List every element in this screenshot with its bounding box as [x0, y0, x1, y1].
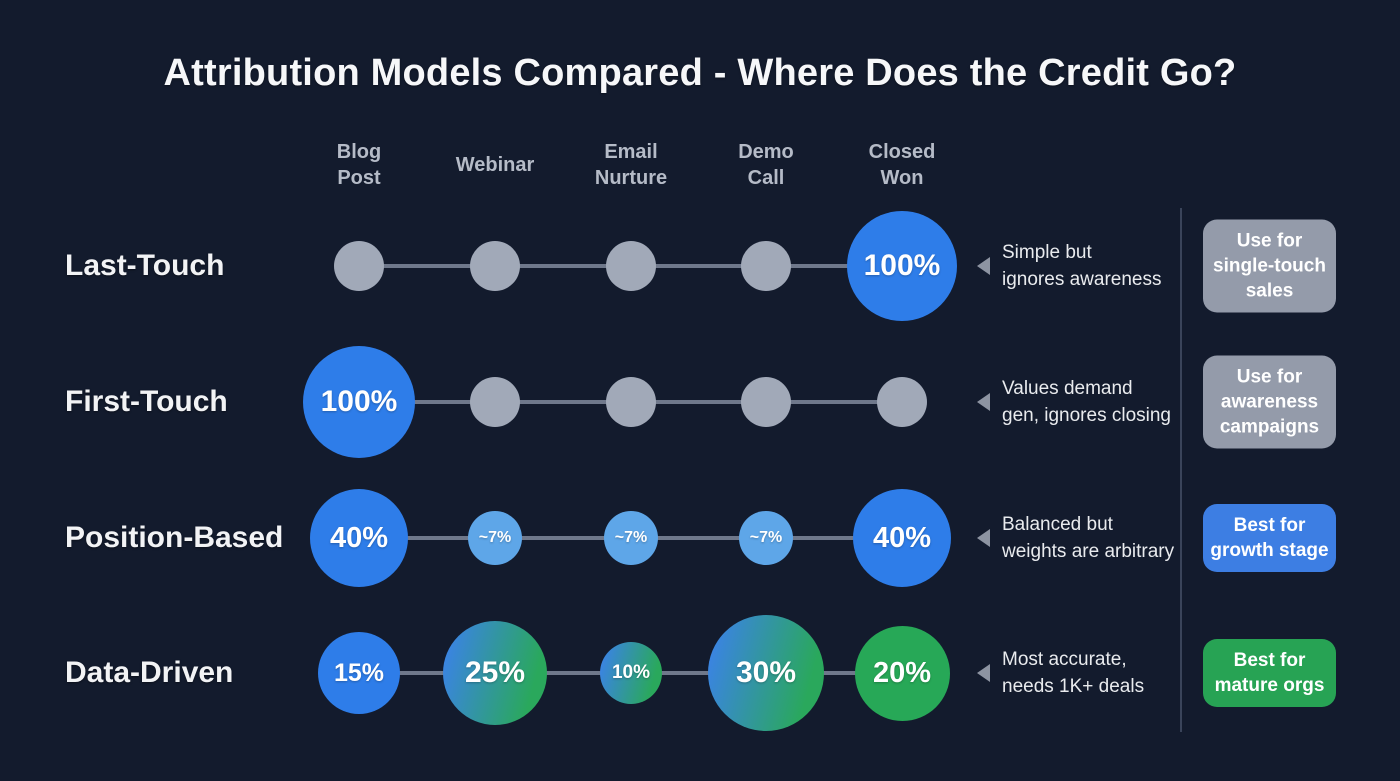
touchpoint-circle-last-touch-demo-call — [741, 241, 791, 291]
row-note-last-touch: Simple but ignores awareness — [1002, 239, 1161, 293]
touchpoint-circle-last-touch-email-nurture — [606, 241, 656, 291]
touchpoint-circle-last-touch-webinar — [470, 241, 520, 291]
recommendation-badge-line: growth stage — [1210, 540, 1329, 561]
column-header-line: Call — [747, 167, 785, 189]
column-header-line: Closed — [868, 141, 936, 163]
recommendation-badge-last-touch: Use for single-touch sales — [1203, 219, 1336, 313]
row-label-data-driven: Data-Driven — [65, 656, 234, 689]
row-label-last-touch: Last-Touch — [65, 249, 225, 282]
touchpoint-circle-position-based-blog-post: 40% — [310, 489, 408, 587]
touchpoint-circle-position-based-demo-call: ~7% — [739, 511, 793, 565]
recommendation-badge-line: campaigns — [1219, 416, 1320, 438]
recommendation-badge-line: Use for — [1236, 230, 1303, 252]
row-note-line: gen, ignores closing — [1002, 405, 1171, 426]
recommendation-badge-line: sales — [1245, 280, 1294, 302]
touchpoint-circle-data-driven-demo-call: 30% — [708, 615, 824, 731]
column-header-line: Email — [604, 141, 658, 163]
recommendation-badge-data-driven: Best for mature orgs — [1203, 639, 1336, 707]
column-header-line: Demo — [738, 141, 794, 163]
row-note-line: Most accurate, — [1002, 649, 1127, 670]
row-note-first-touch: Values demand gen, ignores closing — [1002, 375, 1171, 429]
credit-percentage: 40% — [872, 521, 932, 554]
recommendation-badge-line: mature orgs — [1214, 675, 1325, 696]
column-header-line: Won — [880, 167, 924, 189]
row-note-line: weights are arbitrary — [1002, 541, 1175, 562]
credit-percentage: 15% — [333, 658, 385, 687]
column-header-line: Webinar — [455, 154, 535, 176]
column-header-demo-call: Demo Call — [696, 134, 836, 196]
touchpoint-circle-data-driven-webinar: 25% — [443, 621, 547, 725]
note-pointer-icon — [977, 393, 990, 411]
touchpoint-circle-position-based-closed-won: 40% — [853, 489, 951, 587]
column-header-line: Blog — [336, 141, 382, 163]
recommendation-badge-line: Best for — [1233, 515, 1306, 536]
credit-percentage: 30% — [735, 656, 797, 689]
touchpoint-circle-first-touch-demo-call — [741, 377, 791, 427]
credit-percentage: 40% — [329, 521, 389, 554]
row-note-line: Balanced but — [1002, 514, 1113, 535]
column-header-closed-won: Closed Won — [832, 134, 972, 196]
touchpoint-circle-position-based-webinar: ~7% — [468, 511, 522, 565]
touchpoint-circle-first-touch-webinar — [470, 377, 520, 427]
column-header-line: Nurture — [594, 167, 668, 189]
row-note-line: Simple but — [1002, 242, 1092, 263]
page-title: Attribution Models Compared - Where Does… — [163, 52, 1237, 94]
note-pointer-icon — [977, 664, 990, 682]
divider-line — [1180, 208, 1182, 732]
row-note-line: ignores awareness — [1002, 269, 1162, 290]
recommendation-badge-line: Use for — [1236, 366, 1303, 388]
touchpoint-circle-last-touch-blog-post — [334, 241, 384, 291]
credit-percentage: 100% — [863, 249, 941, 282]
credit-percentage: 20% — [872, 656, 932, 689]
column-header-webinar: Webinar — [425, 134, 565, 196]
recommendation-badge-position-based: Best for growth stage — [1203, 504, 1336, 572]
row-label-position-based: Position-Based — [65, 521, 284, 554]
recommendation-badge-line: awareness — [1220, 391, 1319, 413]
touchpoint-circle-position-based-email-nurture: ~7% — [604, 511, 658, 565]
credit-percentage: 100% — [320, 385, 398, 418]
column-header-email-nurture: Email Nurture — [561, 134, 701, 196]
touchpoint-circle-last-touch-closed-won: 100% — [847, 211, 957, 321]
touchpoint-circle-first-touch-email-nurture — [606, 377, 656, 427]
row-label-first-touch: First-Touch — [65, 385, 228, 418]
column-header-line: Post — [337, 167, 381, 189]
touchpoint-circle-data-driven-closed-won: 20% — [854, 625, 950, 721]
touchpoint-circle-first-touch-blog-post: 100% — [303, 346, 415, 458]
column-header-blog-post: Blog Post — [289, 134, 429, 196]
touchpoint-circle-data-driven-email-nurture: 10% — [600, 642, 662, 704]
credit-percentage: 10% — [611, 662, 651, 683]
credit-percentage: ~7% — [749, 529, 783, 546]
row-note-position-based: Balanced but weights are arbitrary — [1002, 511, 1174, 565]
row-note-data-driven: Most accurate, needs 1K+ deals — [1002, 646, 1144, 700]
recommendation-badge-line: single-touch — [1213, 255, 1326, 277]
touchpoint-circle-data-driven-blog-post: 15% — [318, 632, 400, 714]
note-pointer-icon — [977, 257, 990, 275]
credit-percentage: ~7% — [614, 529, 648, 546]
touchpoint-circle-first-touch-closed-won — [877, 377, 927, 427]
recommendation-badge-first-touch: Use for awareness campaigns — [1203, 355, 1336, 449]
credit-percentage: 25% — [464, 656, 526, 689]
credit-percentage: ~7% — [478, 529, 512, 546]
recommendation-badge-line: Best for — [1233, 650, 1306, 671]
row-note-line: Values demand — [1002, 378, 1133, 399]
note-pointer-icon — [977, 529, 990, 547]
row-note-line: needs 1K+ deals — [1002, 676, 1145, 697]
